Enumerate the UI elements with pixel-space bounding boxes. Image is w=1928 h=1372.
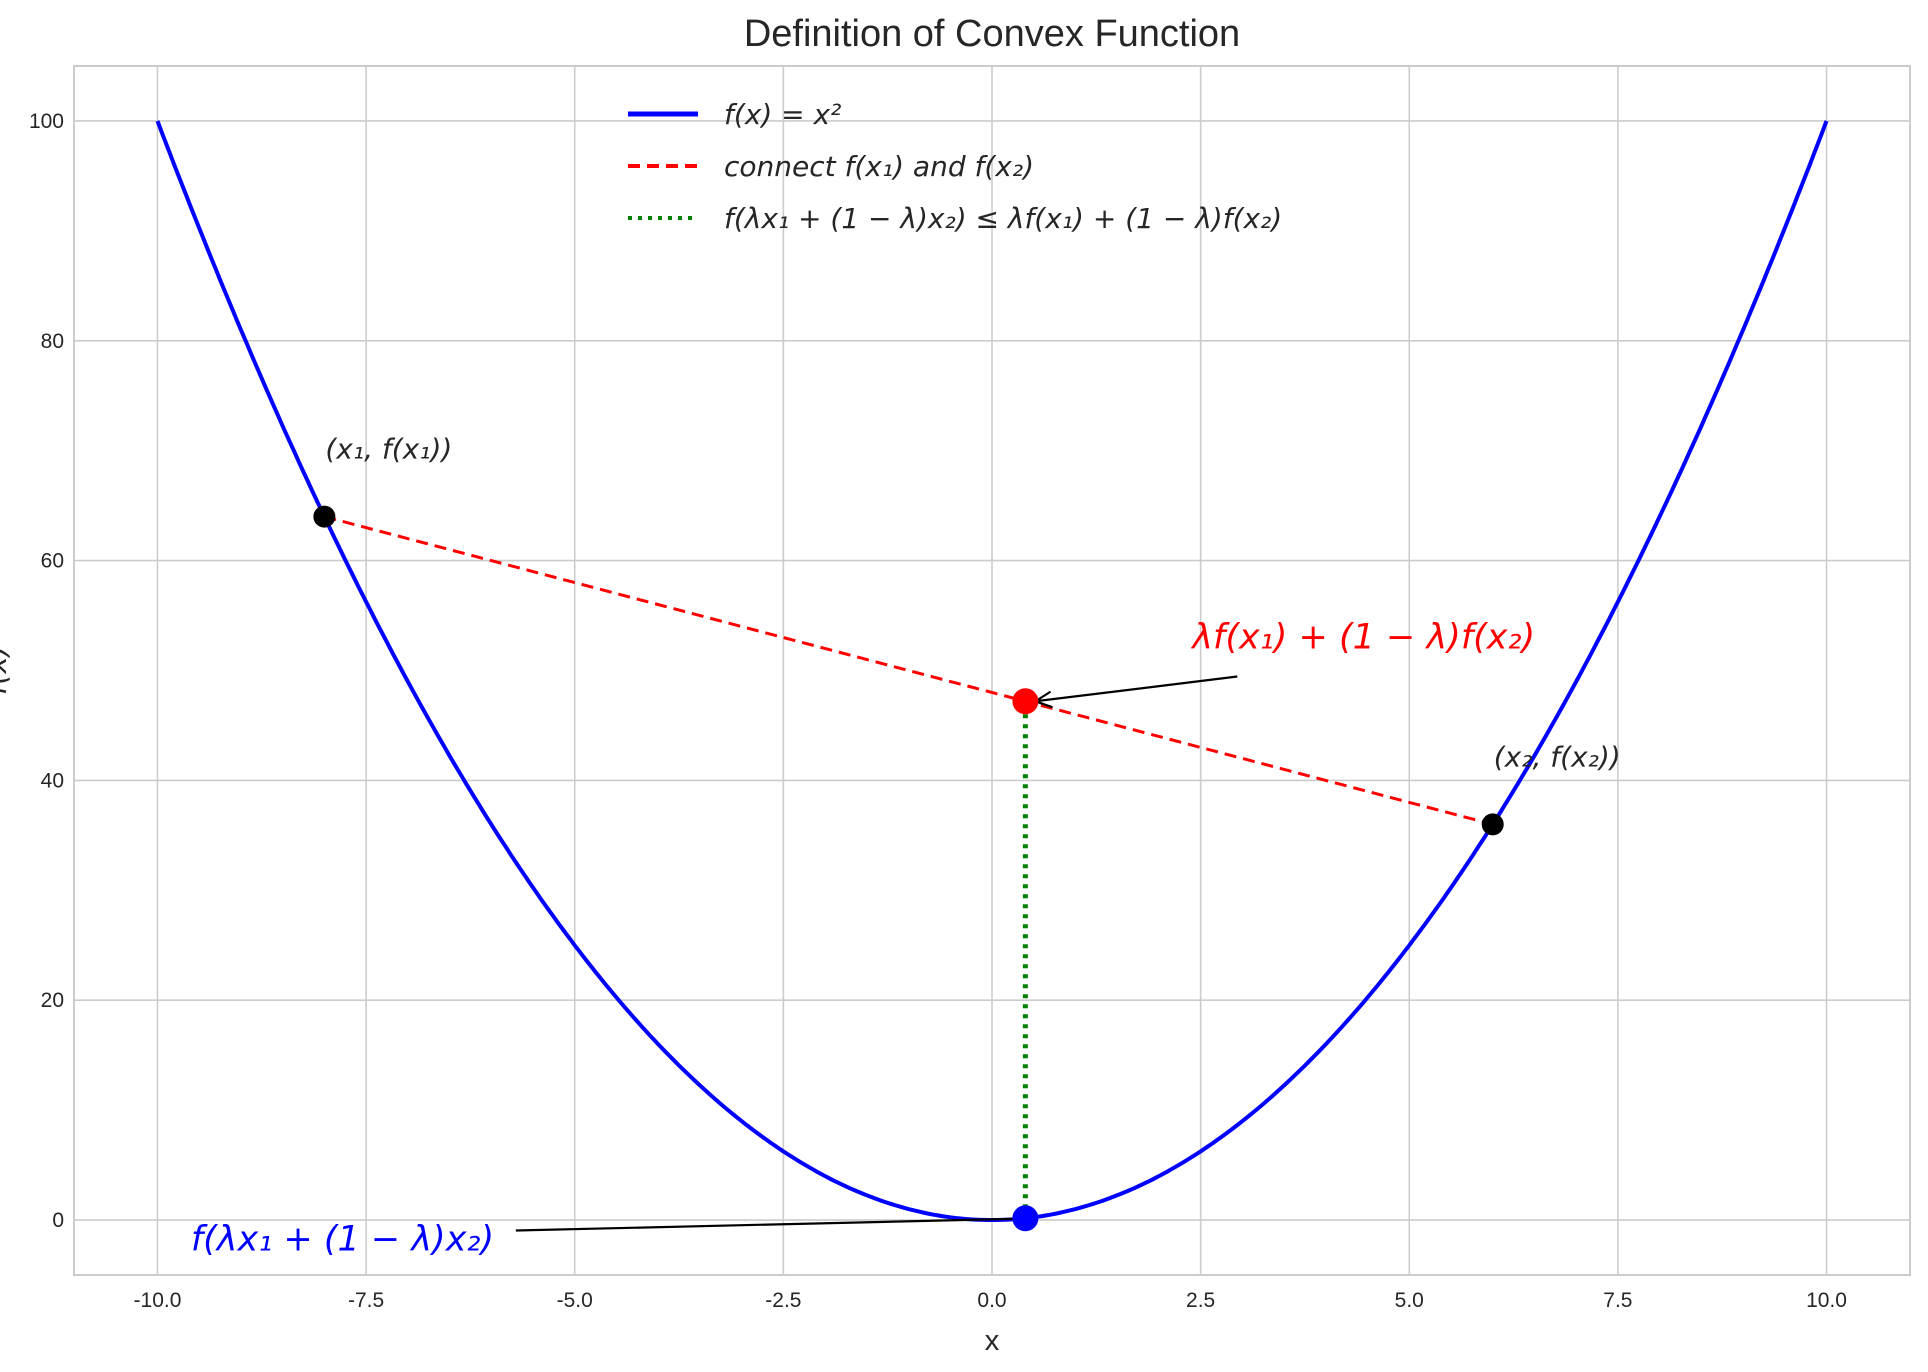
- legend-label: f(λx₁ + (1 − λ)x₂) ≤ λf(x₁) + (1 − λ)f(x…: [724, 202, 1282, 235]
- y-tick-label: 20: [41, 989, 64, 1012]
- data-point: [1481, 813, 1504, 836]
- legend: f(x) = x² connect f(x₁) and f(x₂) f(λx₁ + …: [628, 98, 1282, 235]
- data-point: [1012, 1205, 1039, 1232]
- legend-label: f(x) = x²: [724, 98, 841, 131]
- x-tick-label: -5.0: [557, 1289, 593, 1312]
- x-tick-label: -2.5: [765, 1289, 801, 1312]
- annotation-arrow: [515, 1217, 1036, 1232]
- y-tick-label: 100: [29, 110, 64, 133]
- x-tick-label: 2.5: [1186, 1289, 1215, 1312]
- x-tick-label: 7.5: [1603, 1289, 1632, 1312]
- x-axis-label: x: [985, 1325, 1000, 1357]
- annotation-label: f(λx₁ + (1 − λ)x₂): [191, 1220, 494, 1260]
- x-tick-label: -7.5: [348, 1289, 384, 1312]
- annotation-label: λf(x₁) + (1 − λ)f(x₂): [1190, 618, 1535, 658]
- series-segment: [323, 515, 1494, 826]
- data-point: [1012, 688, 1039, 715]
- x-tick-label: 10.0: [1806, 1289, 1847, 1312]
- annotation-arrow: [1035, 675, 1238, 703]
- y-tick-label: 40: [41, 769, 64, 792]
- chart-title: Definition of Convex Function: [744, 13, 1240, 55]
- x-tick-label: 0.0: [977, 1289, 1006, 1312]
- x-tick-label: -10.0: [134, 1289, 182, 1312]
- y-tick-label: 60: [41, 550, 64, 573]
- x-tick-label: 5.0: [1395, 1289, 1424, 1312]
- y-tick-label: 0: [52, 1209, 64, 1232]
- legend-label: connect f(x₁) and f(x₂): [724, 150, 1034, 183]
- y-tick-label: 80: [41, 330, 64, 353]
- y-axis-label: f(x): [0, 645, 13, 695]
- point-label: (x₂, f(x₂)): [1494, 740, 1621, 773]
- point-label: (x₁, f(x₁)): [325, 433, 452, 466]
- data-point: [313, 505, 336, 528]
